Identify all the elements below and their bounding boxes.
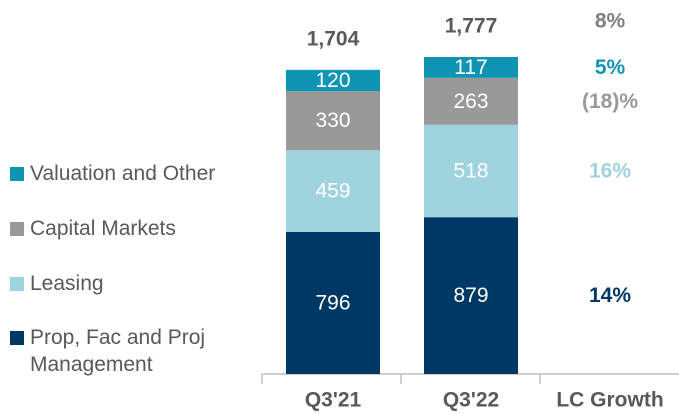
total-label: 1,777 (445, 15, 498, 38)
growth-label: (18)% (582, 90, 638, 113)
growth-label: 16% (589, 160, 631, 183)
growth-label: 5% (595, 56, 626, 79)
bar-segment (286, 232, 380, 374)
segment-label: 263 (453, 90, 488, 113)
legend-item: Prop, Fac and Proj Management (10, 324, 272, 378)
legend-swatch (10, 167, 24, 181)
bar-segment (286, 150, 380, 233)
x-tick-label: Q3'21 (305, 389, 362, 412)
segment-label: 518 (453, 160, 488, 183)
bar-segment (424, 57, 518, 78)
bar-segment (424, 217, 518, 374)
legend-swatch (10, 277, 24, 291)
legend-item: Leasing (10, 270, 272, 297)
legend-label: Capital Markets (30, 217, 176, 240)
legend-swatch (10, 331, 24, 345)
segment-label: 879 (453, 284, 488, 307)
segment-label: 117 (454, 56, 487, 79)
bar-segment (424, 124, 518, 218)
legend-label: Prop, Fac and Proj Management (30, 326, 206, 376)
legend-item: Capital Markets (10, 215, 272, 242)
x-tick-label: Q3'22 (443, 389, 499, 412)
legend-item: Valuation and Other (10, 160, 272, 187)
bar-segment (424, 77, 518, 125)
legend-label: Valuation and Other (30, 162, 216, 185)
bar-segment (286, 91, 380, 151)
segment-label: 796 (315, 292, 350, 315)
total-growth: 8% (595, 10, 626, 33)
segment-label: 120 (315, 69, 350, 92)
legend-label: Leasing (30, 272, 104, 295)
bar-segment (286, 69, 380, 92)
segment-label: 330 (315, 109, 350, 132)
growth-header: LC Growth (556, 389, 663, 412)
legend-swatch (10, 222, 24, 236)
segment-label: 459 (315, 180, 350, 203)
total-label: 1,704 (307, 27, 360, 50)
growth-label: 14% (589, 284, 631, 307)
